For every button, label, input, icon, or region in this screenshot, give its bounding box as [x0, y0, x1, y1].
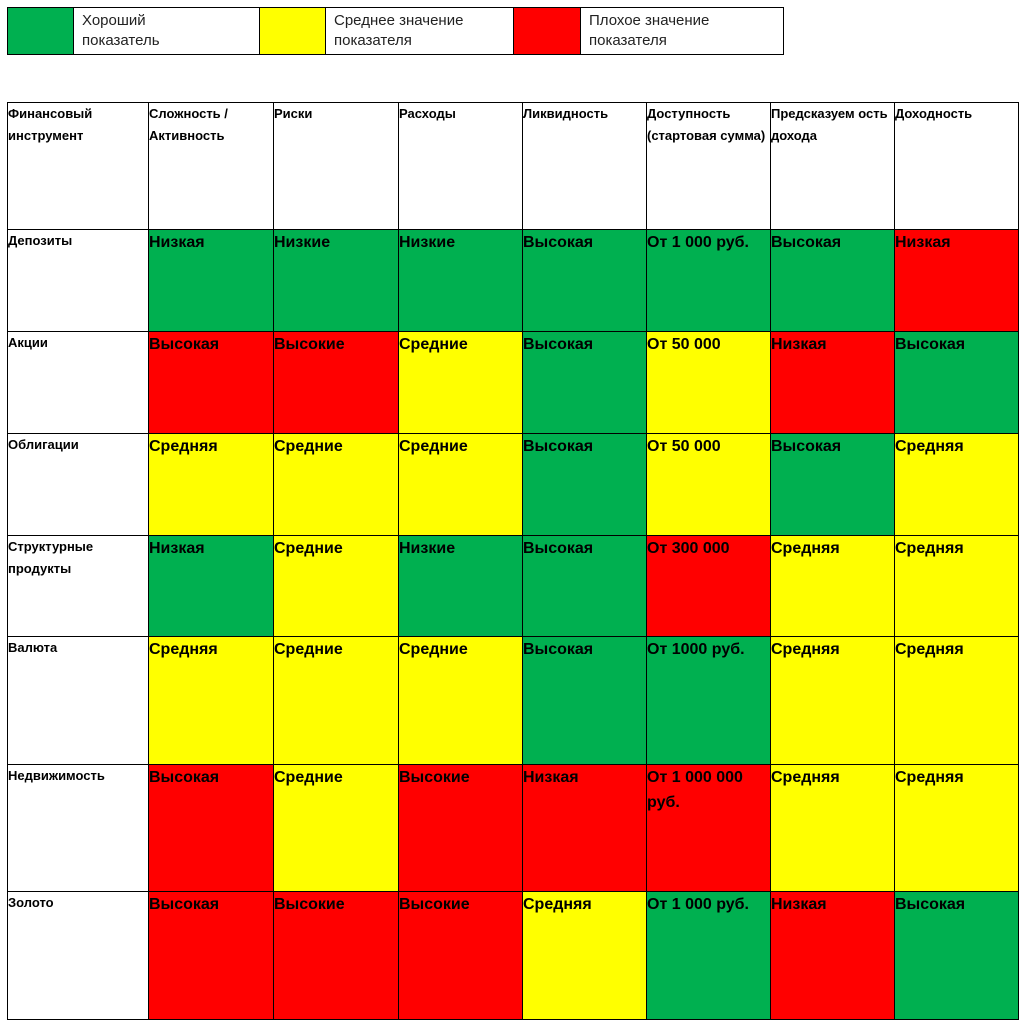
table-cell: Низкие: [273, 229, 399, 332]
table-cell: Низкая: [770, 891, 895, 1020]
table-cell: Высокая: [894, 891, 1019, 1020]
table-cell: Низкая: [522, 764, 647, 892]
row-label: Золото: [7, 891, 149, 1020]
table-row: Облигации Средняя Средние Средние Высокая От …: [7, 433, 1019, 536]
header-costs: Расходы: [398, 102, 523, 230]
table-row: Структурные продукты Низкая Средние Низкие В…: [7, 535, 1019, 637]
table-cell: Низкая: [148, 535, 274, 637]
header-row: Финансовый инструмент Сложность / Активн…: [7, 102, 1019, 230]
table-cell: Высокая: [770, 433, 895, 536]
legend-label-good: Хороший показатель: [74, 8, 260, 54]
table-cell: Средняя: [522, 891, 647, 1020]
table-cell: Средние: [273, 433, 399, 536]
table-cell: Средние: [273, 636, 399, 765]
table-cell: Высокие: [398, 891, 523, 1020]
legend-label-bad: Плохое значение показателя: [589, 12, 710, 49]
table-cell: Средняя: [894, 433, 1019, 536]
comparison-table: Финансовый инструмент Сложность / Активн…: [7, 102, 1019, 1020]
table-cell: Низкая: [894, 229, 1019, 332]
table-cell: Средние: [398, 636, 523, 765]
legend: Хороший показатель Среднее значение пока…: [7, 7, 784, 55]
header-availability: Доступность (стартовая сумма): [646, 102, 771, 230]
table-cell: Высокие: [273, 891, 399, 1020]
legend-swatch-medium: [260, 8, 326, 54]
table-cell: Высокая: [522, 535, 647, 637]
table-cell: От 1 000 руб.: [646, 891, 771, 1020]
table-cell: Высокая: [522, 433, 647, 536]
header-instrument: Финансовый инструмент: [7, 102, 149, 230]
table-cell: Низкая: [770, 331, 895, 434]
table-cell: Низкая: [148, 229, 274, 332]
table-cell: Средняя: [148, 636, 274, 765]
table-cell: Средняя: [894, 636, 1019, 765]
table-cell: Средняя: [148, 433, 274, 536]
table-cell: Высокая: [148, 764, 274, 892]
table-cell: От 1 000 руб.: [646, 229, 771, 332]
header-risks: Риски: [273, 102, 399, 230]
table-cell: От 300 000: [646, 535, 771, 637]
table-cell: Высокая: [522, 229, 647, 332]
table-row: Акции Высокая Высокие Средние Высокая От 50 0…: [7, 331, 1019, 434]
header-complexity: Сложность / Активность: [148, 102, 274, 230]
row-label: Облигации: [7, 433, 149, 536]
header-liquidity: Ликвидность: [522, 102, 647, 230]
table-cell: Высокая: [148, 891, 274, 1020]
table-cell: Низкие: [398, 229, 523, 332]
table-cell: Средние: [273, 764, 399, 892]
table-cell: Высокая: [522, 331, 647, 434]
table-cell: Высокая: [148, 331, 274, 434]
table-cell: Средняя: [770, 535, 895, 637]
header-yield: Доходность: [894, 102, 1019, 230]
table-cell: Средние: [273, 535, 399, 637]
table-cell: Высокая: [770, 229, 895, 332]
table-cell: Высокие: [398, 764, 523, 892]
legend-swatch-good: [8, 8, 74, 54]
table-cell: Средние: [398, 433, 523, 536]
table-row: Валюта Средняя Средние Средние Высокая От 100…: [7, 636, 1019, 765]
table-cell: От 1 000 000 руб.: [646, 764, 771, 892]
table-cell: Высокие: [273, 331, 399, 434]
table-row: Депозиты Низкая Низкие Низкие Высокая От 1 00…: [7, 229, 1019, 332]
row-label: Недвижимость: [7, 764, 149, 892]
row-label: Валюта: [7, 636, 149, 765]
table-cell: Высокая: [894, 331, 1019, 434]
table-cell: Высокая: [522, 636, 647, 765]
legend-label-medium: Среднее значение показателя: [326, 8, 514, 54]
legend-swatch-bad: [514, 8, 581, 54]
row-label: Депозиты: [7, 229, 149, 332]
table-cell: Средняя: [894, 764, 1019, 892]
table-cell: Низкие: [398, 535, 523, 637]
table-row: Недвижимость Высокая Средние Высокие Низкая О…: [7, 764, 1019, 892]
row-label: Структурные продукты: [7, 535, 149, 637]
table-cell: От 50 000: [646, 433, 771, 536]
table-cell: От 1000 руб.: [646, 636, 771, 765]
table-row: Золото Высокая Высокие Высокие Средняя От 1 0…: [7, 891, 1019, 1020]
table-cell: Средняя: [770, 764, 895, 892]
table-cell: Средняя: [894, 535, 1019, 637]
table-cell: От 50 000: [646, 331, 771, 434]
header-predictability: Предсказуем ость дохода: [770, 102, 895, 230]
table-cell: Средняя: [770, 636, 895, 765]
table-cell: Средние: [398, 331, 523, 434]
row-label: Акции: [7, 331, 149, 434]
